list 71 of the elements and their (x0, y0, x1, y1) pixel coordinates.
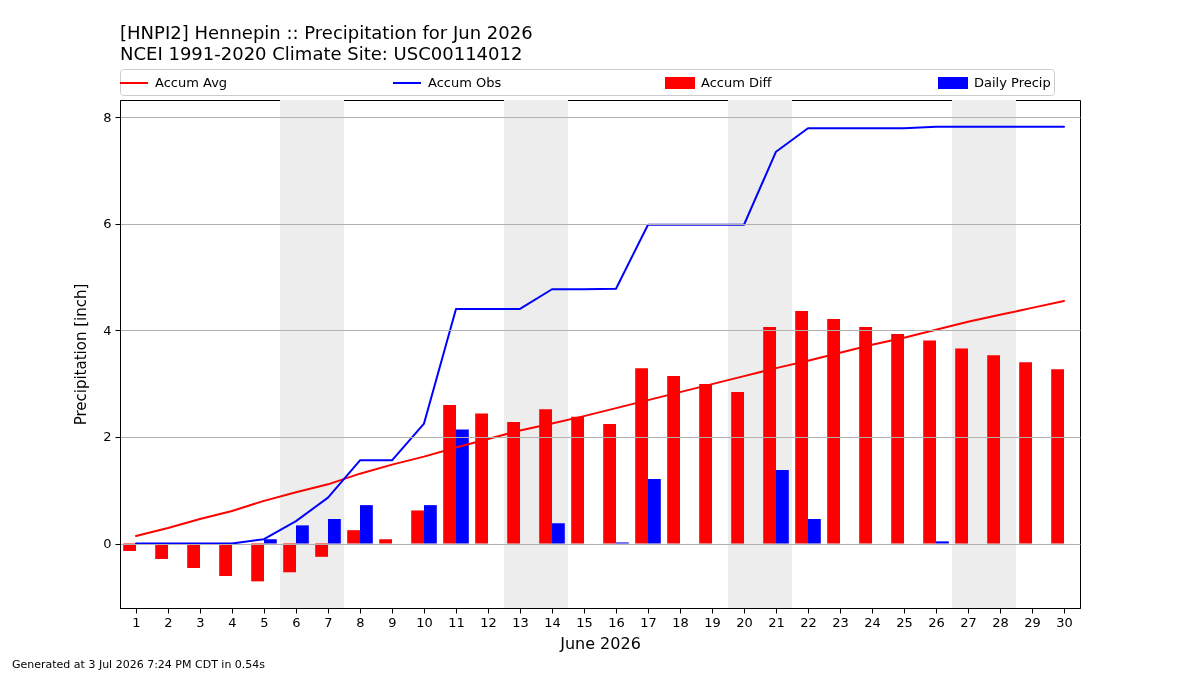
bar (424, 505, 437, 544)
bar (155, 543, 168, 559)
bar (328, 518, 341, 544)
y-tick-label: 0 (103, 536, 112, 551)
x-tick-label: 17 (640, 614, 657, 630)
x-tick-label: 30 (1056, 614, 1073, 630)
x-tick-label: 27 (960, 614, 977, 630)
bar (219, 543, 232, 577)
bar (731, 392, 744, 544)
x-tick-label: 14 (544, 614, 561, 630)
bar (923, 340, 936, 544)
bar (936, 541, 949, 544)
x-tick-label: 4 (228, 614, 237, 630)
x-tick-label: 7 (324, 614, 333, 630)
legend-label: Accum Obs (428, 75, 502, 90)
x-tick-label: 2 (164, 614, 173, 630)
y-tick-label: 4 (103, 322, 112, 338)
y-tick-label: 2 (103, 429, 112, 445)
bar (187, 543, 200, 569)
x-tick-label: 3 (196, 614, 205, 630)
bar (648, 479, 661, 544)
x-tick-label: 10 (416, 614, 433, 630)
legend-label: Accum Avg (155, 75, 228, 90)
bar (315, 543, 328, 557)
chart-subtitle: NCEI 1991-2020 Climate Site: USC00114012 (120, 42, 523, 64)
x-axis-title: June 2026 (559, 633, 641, 653)
x-tick-label: 8 (356, 614, 365, 630)
x-tick-label: 25 (896, 614, 913, 630)
x-tick-label: 1 (132, 614, 141, 630)
bar (808, 518, 821, 544)
bar (360, 505, 373, 544)
x-tick-label: 28 (992, 614, 1009, 630)
x-tick-label: 13 (512, 614, 529, 630)
x-tick-label: 23 (832, 614, 849, 630)
x-tick-label: 24 (864, 614, 881, 630)
x-tick-label: 5 (260, 614, 269, 630)
bar (552, 523, 565, 544)
line-series (135, 125, 1065, 545)
x-tick-label: 11 (448, 614, 465, 630)
chart-title: [HNPI2] Hennepin :: Precipitation for Jun 2026 (120, 21, 533, 43)
bar (456, 429, 469, 544)
text: Generated at 3 Jul 2026 7:24 PM CDT in 0.54s (12, 658, 266, 671)
y-axis-title: Precipitation [inch] (72, 283, 91, 426)
bar (283, 543, 296, 573)
x-tick-label: 29 (1024, 614, 1041, 630)
bar (603, 424, 616, 544)
bar (251, 543, 264, 582)
x-tick-label: 9 (388, 614, 397, 630)
bar (955, 348, 968, 544)
x-tick-label: 12 (480, 614, 497, 630)
bar (411, 510, 424, 544)
bar (379, 539, 392, 544)
x-tick-label: 21 (768, 614, 785, 630)
legend-label: Daily Precip (974, 75, 1051, 90)
y-tick-label: 6 (103, 216, 112, 232)
x-tick-label: 19 (704, 614, 721, 630)
bar (776, 469, 789, 544)
x-tick-label: 15 (576, 614, 593, 630)
bar (1019, 362, 1032, 544)
x-tick-label: 18 (672, 614, 689, 630)
y-tick-label: 8 (103, 109, 112, 125)
bar (987, 355, 1000, 544)
x-tick-label: 26 (928, 614, 945, 630)
x-tick-label: 6 (292, 614, 301, 630)
bar (347, 530, 360, 544)
bar (1051, 369, 1064, 544)
x-tick-label: 16 (608, 614, 625, 630)
x-tick-label: 20 (736, 614, 753, 630)
legend-label: Accum Diff (701, 75, 773, 90)
x-tick-label: 22 (800, 614, 817, 630)
bar (296, 525, 309, 544)
